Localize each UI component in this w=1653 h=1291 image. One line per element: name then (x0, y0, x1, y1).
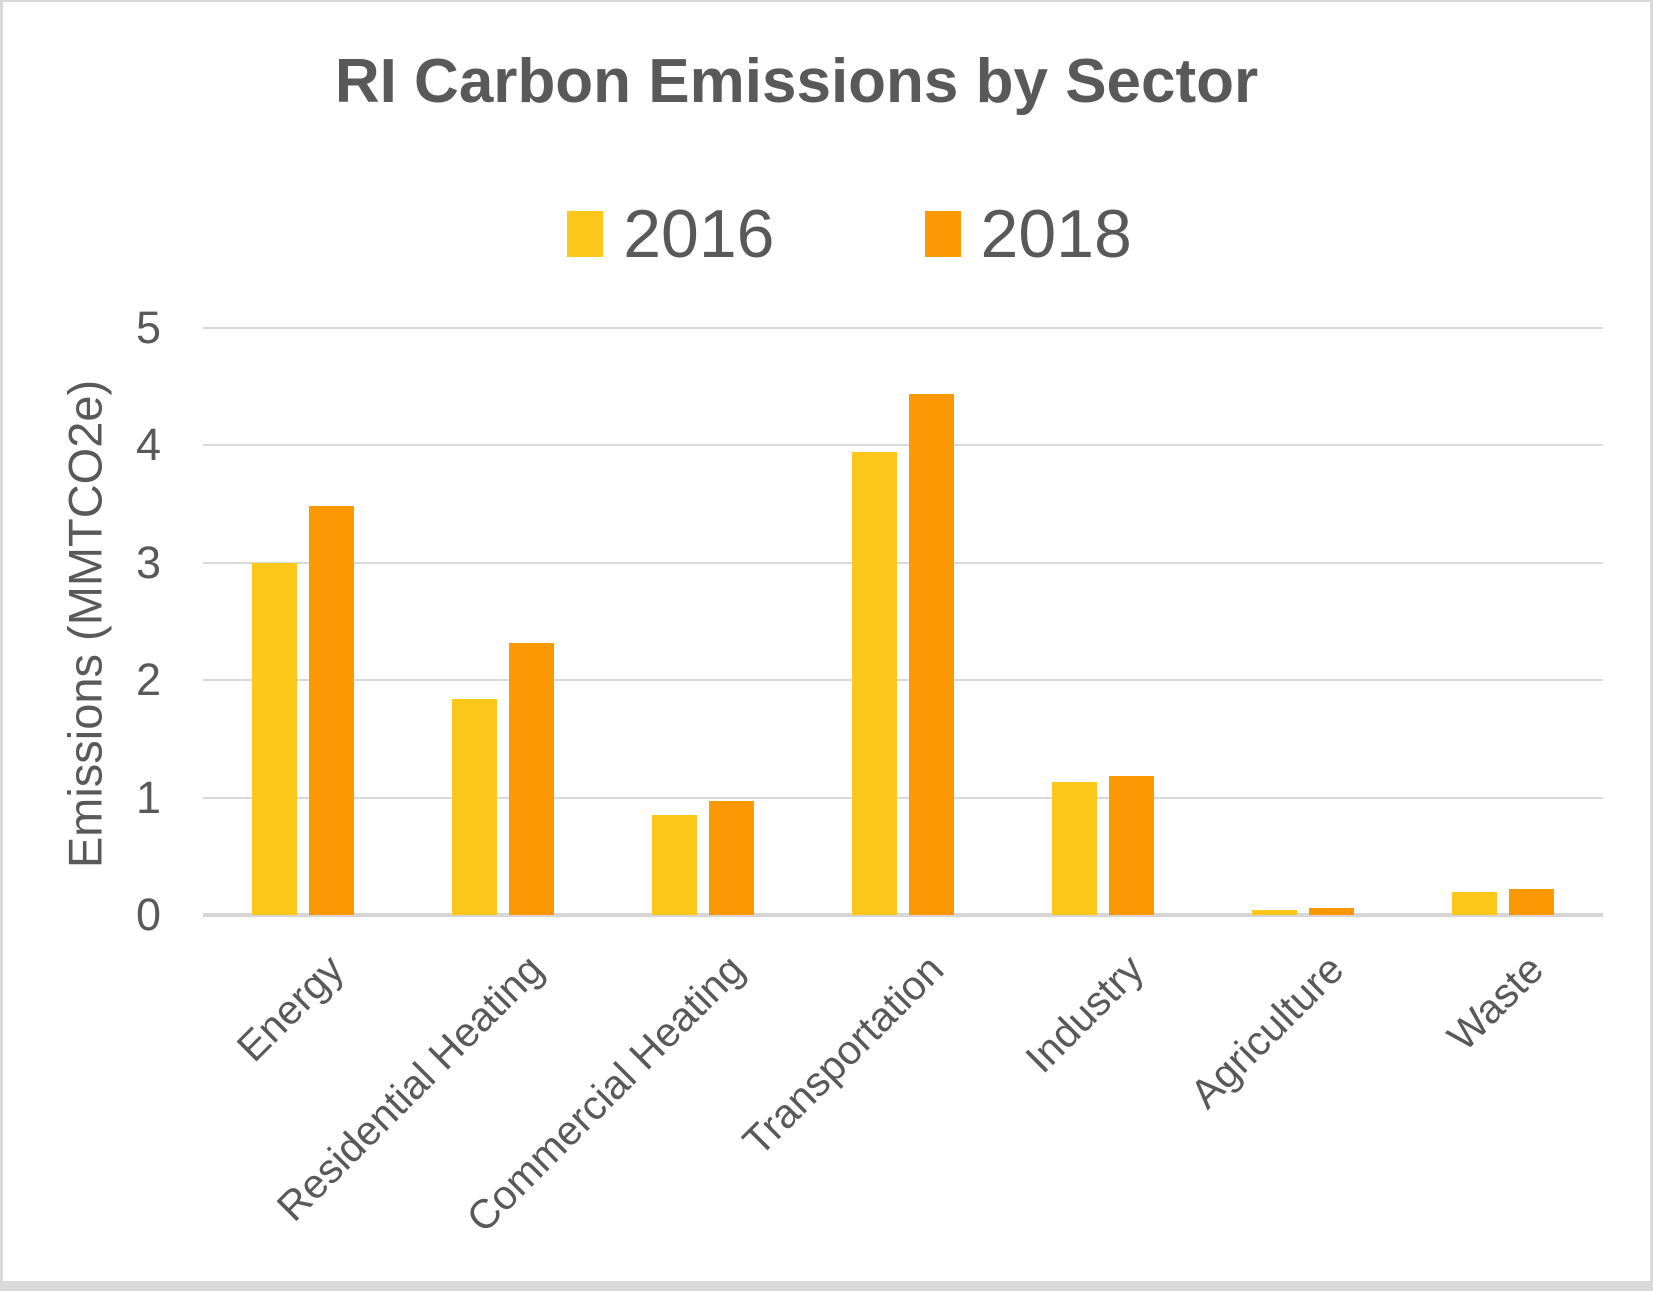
bar-agriculture-2016[interactable] (1252, 910, 1297, 915)
bar-waste-2016[interactable] (1452, 891, 1497, 915)
bar-industry-2018[interactable] (1109, 776, 1154, 915)
bar-agriculture-2018[interactable] (1309, 907, 1354, 915)
y-tick-label-3: 3 (135, 536, 161, 588)
bar-residential-heating-2016[interactable] (452, 698, 497, 915)
y-tick-label-4: 4 (135, 419, 161, 471)
legend-item-2016[interactable]: 2016 (567, 196, 775, 272)
gridline-5 (203, 327, 1603, 329)
y-tick-label-0: 0 (135, 889, 161, 940)
y-tick-label-1: 1 (135, 771, 161, 823)
x-label-agriculture: Agriculture (1181, 945, 1353, 1117)
bar-energy-2016[interactable] (252, 562, 297, 915)
gridline-4 (203, 444, 1603, 447)
bar-commercial-heating-2018[interactable] (709, 801, 754, 915)
bar-transportation-2016[interactable] (852, 452, 897, 915)
x-axis-line (203, 913, 1603, 917)
x-label-waste: Waste (1438, 945, 1553, 1060)
bar-residential-heating-2018[interactable] (509, 642, 554, 915)
gridline-2 (203, 679, 1603, 682)
x-label-industry: Industry (1016, 945, 1153, 1082)
bar-waste-2018[interactable] (1509, 889, 1554, 915)
legend-swatch-2016 (567, 211, 604, 257)
x-label-transportation: Transportation (734, 945, 953, 1165)
bar-transportation-2018[interactable] (909, 393, 954, 915)
y-tick-label-2: 2 (135, 654, 161, 706)
legend-label-2016: 2016 (623, 196, 775, 272)
x-label-energy: Energy (228, 945, 353, 1071)
gridline-1 (203, 796, 1603, 799)
legend-swatch-2018 (924, 211, 961, 257)
y-tick-label-5: 5 (135, 302, 161, 353)
legend-label-2018: 2018 (980, 196, 1132, 272)
bar-industry-2016[interactable] (1052, 782, 1097, 915)
bar-energy-2018[interactable] (309, 506, 354, 915)
plot-area (203, 327, 1603, 917)
legend-item-2018[interactable]: 2018 (924, 196, 1132, 272)
legend: 2016 2018 (26, 196, 1650, 272)
chart-title: RI Carbon Emissions by Sector (334, 47, 1259, 116)
gridline-3 (203, 561, 1603, 564)
bar-commercial-heating-2016[interactable] (652, 815, 697, 915)
